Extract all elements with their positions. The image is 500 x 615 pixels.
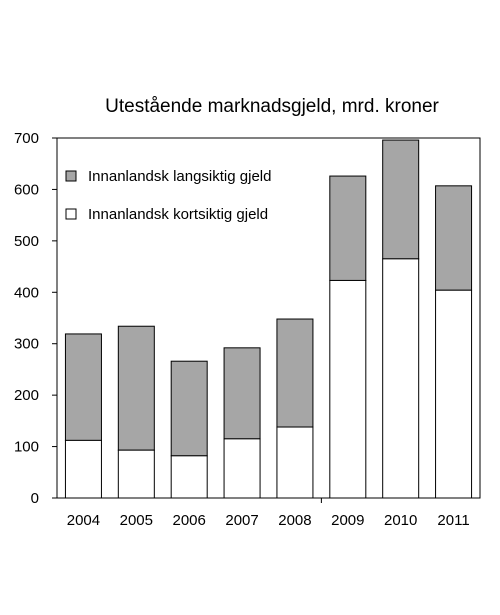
x-tick-label: 2006 [173,512,206,529]
y-tick-label: 600 [14,181,39,198]
bar-kortsiktig [329,279,367,499]
plot-frame [56,137,481,499]
y-tick-label: 100 [14,439,39,456]
y-tick-label: 700 [14,130,39,147]
x-tick-label: 2011 [437,512,469,529]
bar-kortsiktig [382,258,420,499]
bar-kortsiktig [170,455,208,499]
y-tick-label: 0 [31,490,39,507]
y-tick-label: 400 [14,284,39,301]
bar-langsiktig [117,325,155,451]
bar-langsiktig [276,318,314,428]
legend: Innanlandsk langsiktig gjeld Innanlandsk… [65,168,271,223]
bar-kortsiktig [276,426,314,499]
y-tick-label: 200 [14,387,39,404]
x-tick-label: 2005 [120,512,153,529]
chart-title: Utestående marknadsgjeld, mrd. kroner [105,96,439,117]
plot-area: 0 100 200 300 400 500 600 700 2004 2005 2006 2007 20… [14,130,481,529]
bar-kortsiktig [64,439,102,499]
bar-kortsiktig [223,438,261,499]
x-tick-label: 2008 [278,512,311,529]
bar-langsiktig [223,347,261,440]
x-tick-label: 2004 [67,512,100,529]
legend-swatch-langsiktig [65,170,77,182]
bar-langsiktig [435,185,473,291]
y-tick-label: 500 [14,233,39,250]
x-tick-label: 2007 [225,512,258,529]
x-tick-label: 2010 [384,512,417,529]
bar-kortsiktig [435,289,473,499]
bar-langsiktig [64,333,102,441]
legend-label-langsiktig: Innanlandsk langsiktig gjeld [88,168,271,185]
legend-label-kortsiktig: Innanlandsk kortsiktig gjeld [88,206,268,223]
y-tick-label: 300 [14,336,39,353]
bar-langsiktig [382,139,420,260]
bar-langsiktig [170,360,208,457]
bar-langsiktig [329,175,367,281]
legend-swatch-kortsiktig [65,208,77,220]
x-tick-label: 2009 [331,512,364,529]
bar-kortsiktig [117,449,155,499]
